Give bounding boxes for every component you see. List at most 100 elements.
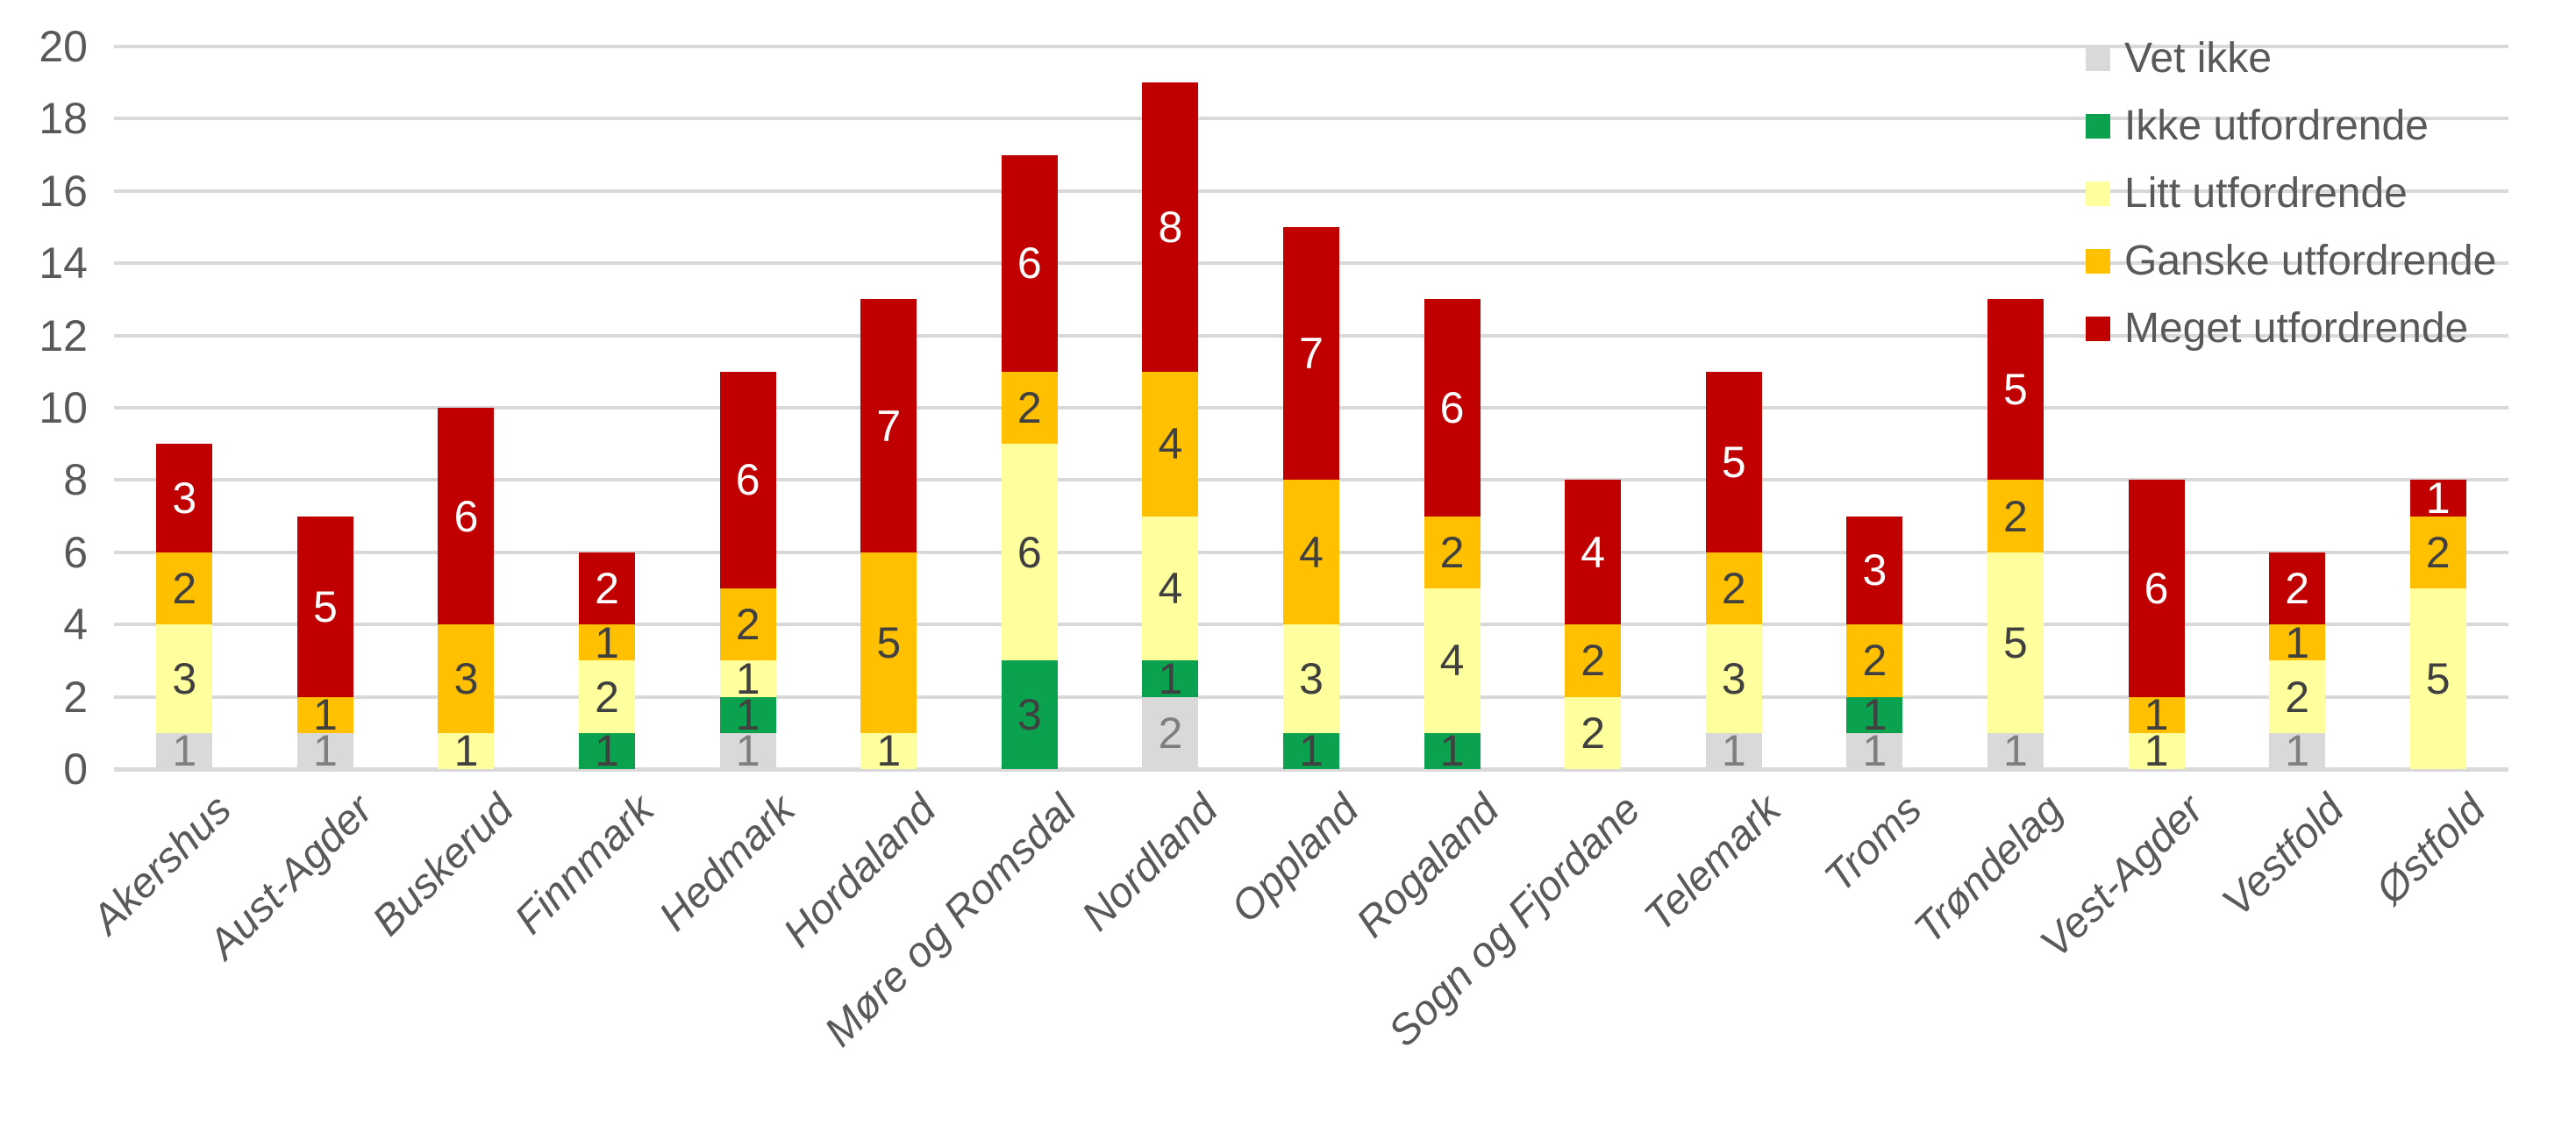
segment-value-label: 2 — [1158, 708, 1183, 758]
segment-value-label: 1 — [312, 690, 338, 740]
bar-segment: 6 — [1424, 299, 1481, 517]
segment-value-label: 2 — [1581, 708, 1606, 758]
bar-segment: 1 — [2128, 729, 2185, 773]
segment-value-label: 2 — [2425, 527, 2451, 577]
legend-swatch-icon — [2086, 46, 2110, 71]
segment-value-label: 1 — [2144, 690, 2169, 740]
x-axis-label: Finnmark — [506, 786, 664, 944]
segment-value-label: 1 — [1158, 653, 1183, 703]
segment-value-label: 2 — [595, 672, 619, 722]
gridline — [114, 189, 2508, 193]
bar-segment: 6 — [2128, 480, 2185, 697]
segment-value-label: 6 — [735, 455, 760, 505]
bar-segment: 1 — [2269, 729, 2326, 773]
legend-swatch-icon — [2086, 181, 2110, 206]
x-axis-label: Buskerud — [363, 786, 523, 945]
bar-segment: 4 — [1283, 480, 1339, 625]
segment-value-label: 5 — [312, 581, 338, 631]
segment-value-label: 3 — [172, 473, 197, 523]
bar-segment: 5 — [296, 516, 353, 697]
bar-segment: 1 — [579, 729, 636, 773]
segment-value-label: 2 — [172, 563, 197, 613]
bar-segment: 1 — [1424, 729, 1481, 773]
segment-value-label: 1 — [735, 690, 760, 740]
gridline — [114, 117, 2508, 121]
bar-segment: 1 — [1705, 729, 1762, 773]
bar-segment: 3 — [1705, 624, 1762, 733]
segment-value-label: 1 — [1862, 726, 1887, 776]
legend-label: Ganske utfordrende — [2124, 238, 2497, 284]
bar-segment: 1 — [2409, 476, 2466, 520]
y-axis-tick-label: 8 — [63, 455, 88, 505]
segment-value-label: 1 — [453, 726, 479, 776]
segment-value-label: 6 — [453, 491, 479, 541]
x-axis-label: Troms — [1816, 786, 1931, 901]
bar-segment: 4 — [1424, 588, 1481, 733]
segment-value-label: 4 — [1439, 636, 1465, 686]
x-axis-label: Oppland — [1222, 786, 1368, 932]
bar-segment: 5 — [1705, 371, 1762, 552]
bar-segment: 1 — [296, 693, 353, 737]
segment-value-label: 3 — [1299, 653, 1324, 703]
bar-segment: 5 — [2409, 588, 2466, 769]
legend-label: Ikke utfordrende — [2124, 103, 2429, 149]
x-axis-label: Nordland — [1073, 786, 1227, 940]
segment-value-label: 7 — [876, 401, 902, 451]
segment-value-label: 2 — [1862, 636, 1887, 686]
segment-value-label: 4 — [1581, 527, 1606, 577]
bar-segment: 2 — [1987, 480, 2044, 552]
segment-value-label: 2 — [2285, 563, 2310, 613]
segment-value-label: 3 — [1862, 545, 1887, 595]
bar-segment: 4 — [1565, 480, 1622, 625]
segment-value-label: 1 — [1862, 690, 1887, 740]
bar-segment: 2 — [579, 660, 636, 733]
bar-segment: 2 — [2409, 516, 2466, 588]
legend-label: Meget utfordrende — [2124, 305, 2469, 352]
segment-value-label: 4 — [1299, 527, 1324, 577]
y-axis-tick-label: 6 — [63, 527, 88, 577]
y-axis-tick-label: 18 — [39, 94, 88, 144]
bar-segment: 2 — [1565, 624, 1622, 697]
bar-segment: 1 — [2269, 621, 2326, 665]
bar-segment: 1 — [156, 729, 213, 773]
segment-value-label: 2 — [735, 600, 760, 650]
bar-segment: 2 — [719, 588, 776, 661]
bar-segment: 6 — [438, 408, 495, 625]
segment-value-label: 7 — [1299, 329, 1324, 379]
bar-segment: 3 — [156, 444, 213, 552]
bar-segment: 1 — [296, 729, 353, 773]
segment-value-label: 3 — [1721, 653, 1746, 703]
bar-segment: 1 — [1283, 729, 1339, 773]
bar-segment: 1 — [579, 621, 636, 665]
segment-value-label: 1 — [876, 726, 902, 776]
bar-segment: 1 — [719, 693, 776, 737]
segment-value-label: 2 — [2003, 491, 2028, 541]
bar-segment: 7 — [860, 299, 917, 552]
y-axis-tick-label: 4 — [63, 600, 88, 650]
segment-value-label: 1 — [595, 726, 619, 776]
bar-segment: 6 — [1001, 154, 1058, 372]
legend-item: Meget utfordrende — [2086, 295, 2496, 362]
segment-value-label: 1 — [735, 726, 760, 776]
x-axis-label: Telemark — [1636, 786, 1790, 941]
segment-value-label: 1 — [735, 653, 760, 703]
bar-segment: 2 — [579, 552, 636, 625]
legend-swatch-icon — [2086, 248, 2110, 274]
bar-segment: 8 — [1142, 82, 1199, 372]
y-axis-tick-label: 2 — [63, 672, 88, 722]
segment-value-label: 6 — [2144, 563, 2169, 613]
y-axis-tick-label: 14 — [39, 239, 88, 289]
bar-segment: 3 — [1283, 624, 1339, 733]
bar-segment: 2 — [2269, 660, 2326, 733]
bar-segment: 7 — [1283, 227, 1339, 481]
y-axis-tick-label: 16 — [39, 166, 88, 216]
segment-value-label: 6 — [1439, 382, 1465, 432]
bar-segment: 2 — [1705, 552, 1762, 625]
bar-segment: 3 — [156, 624, 213, 733]
segment-value-label: 1 — [1439, 726, 1465, 776]
bar-segment: 3 — [1001, 660, 1058, 769]
segment-value-label: 2 — [1017, 382, 1042, 432]
bar-segment: 1 — [1846, 729, 1903, 773]
bar-segment: 2 — [1565, 696, 1622, 769]
